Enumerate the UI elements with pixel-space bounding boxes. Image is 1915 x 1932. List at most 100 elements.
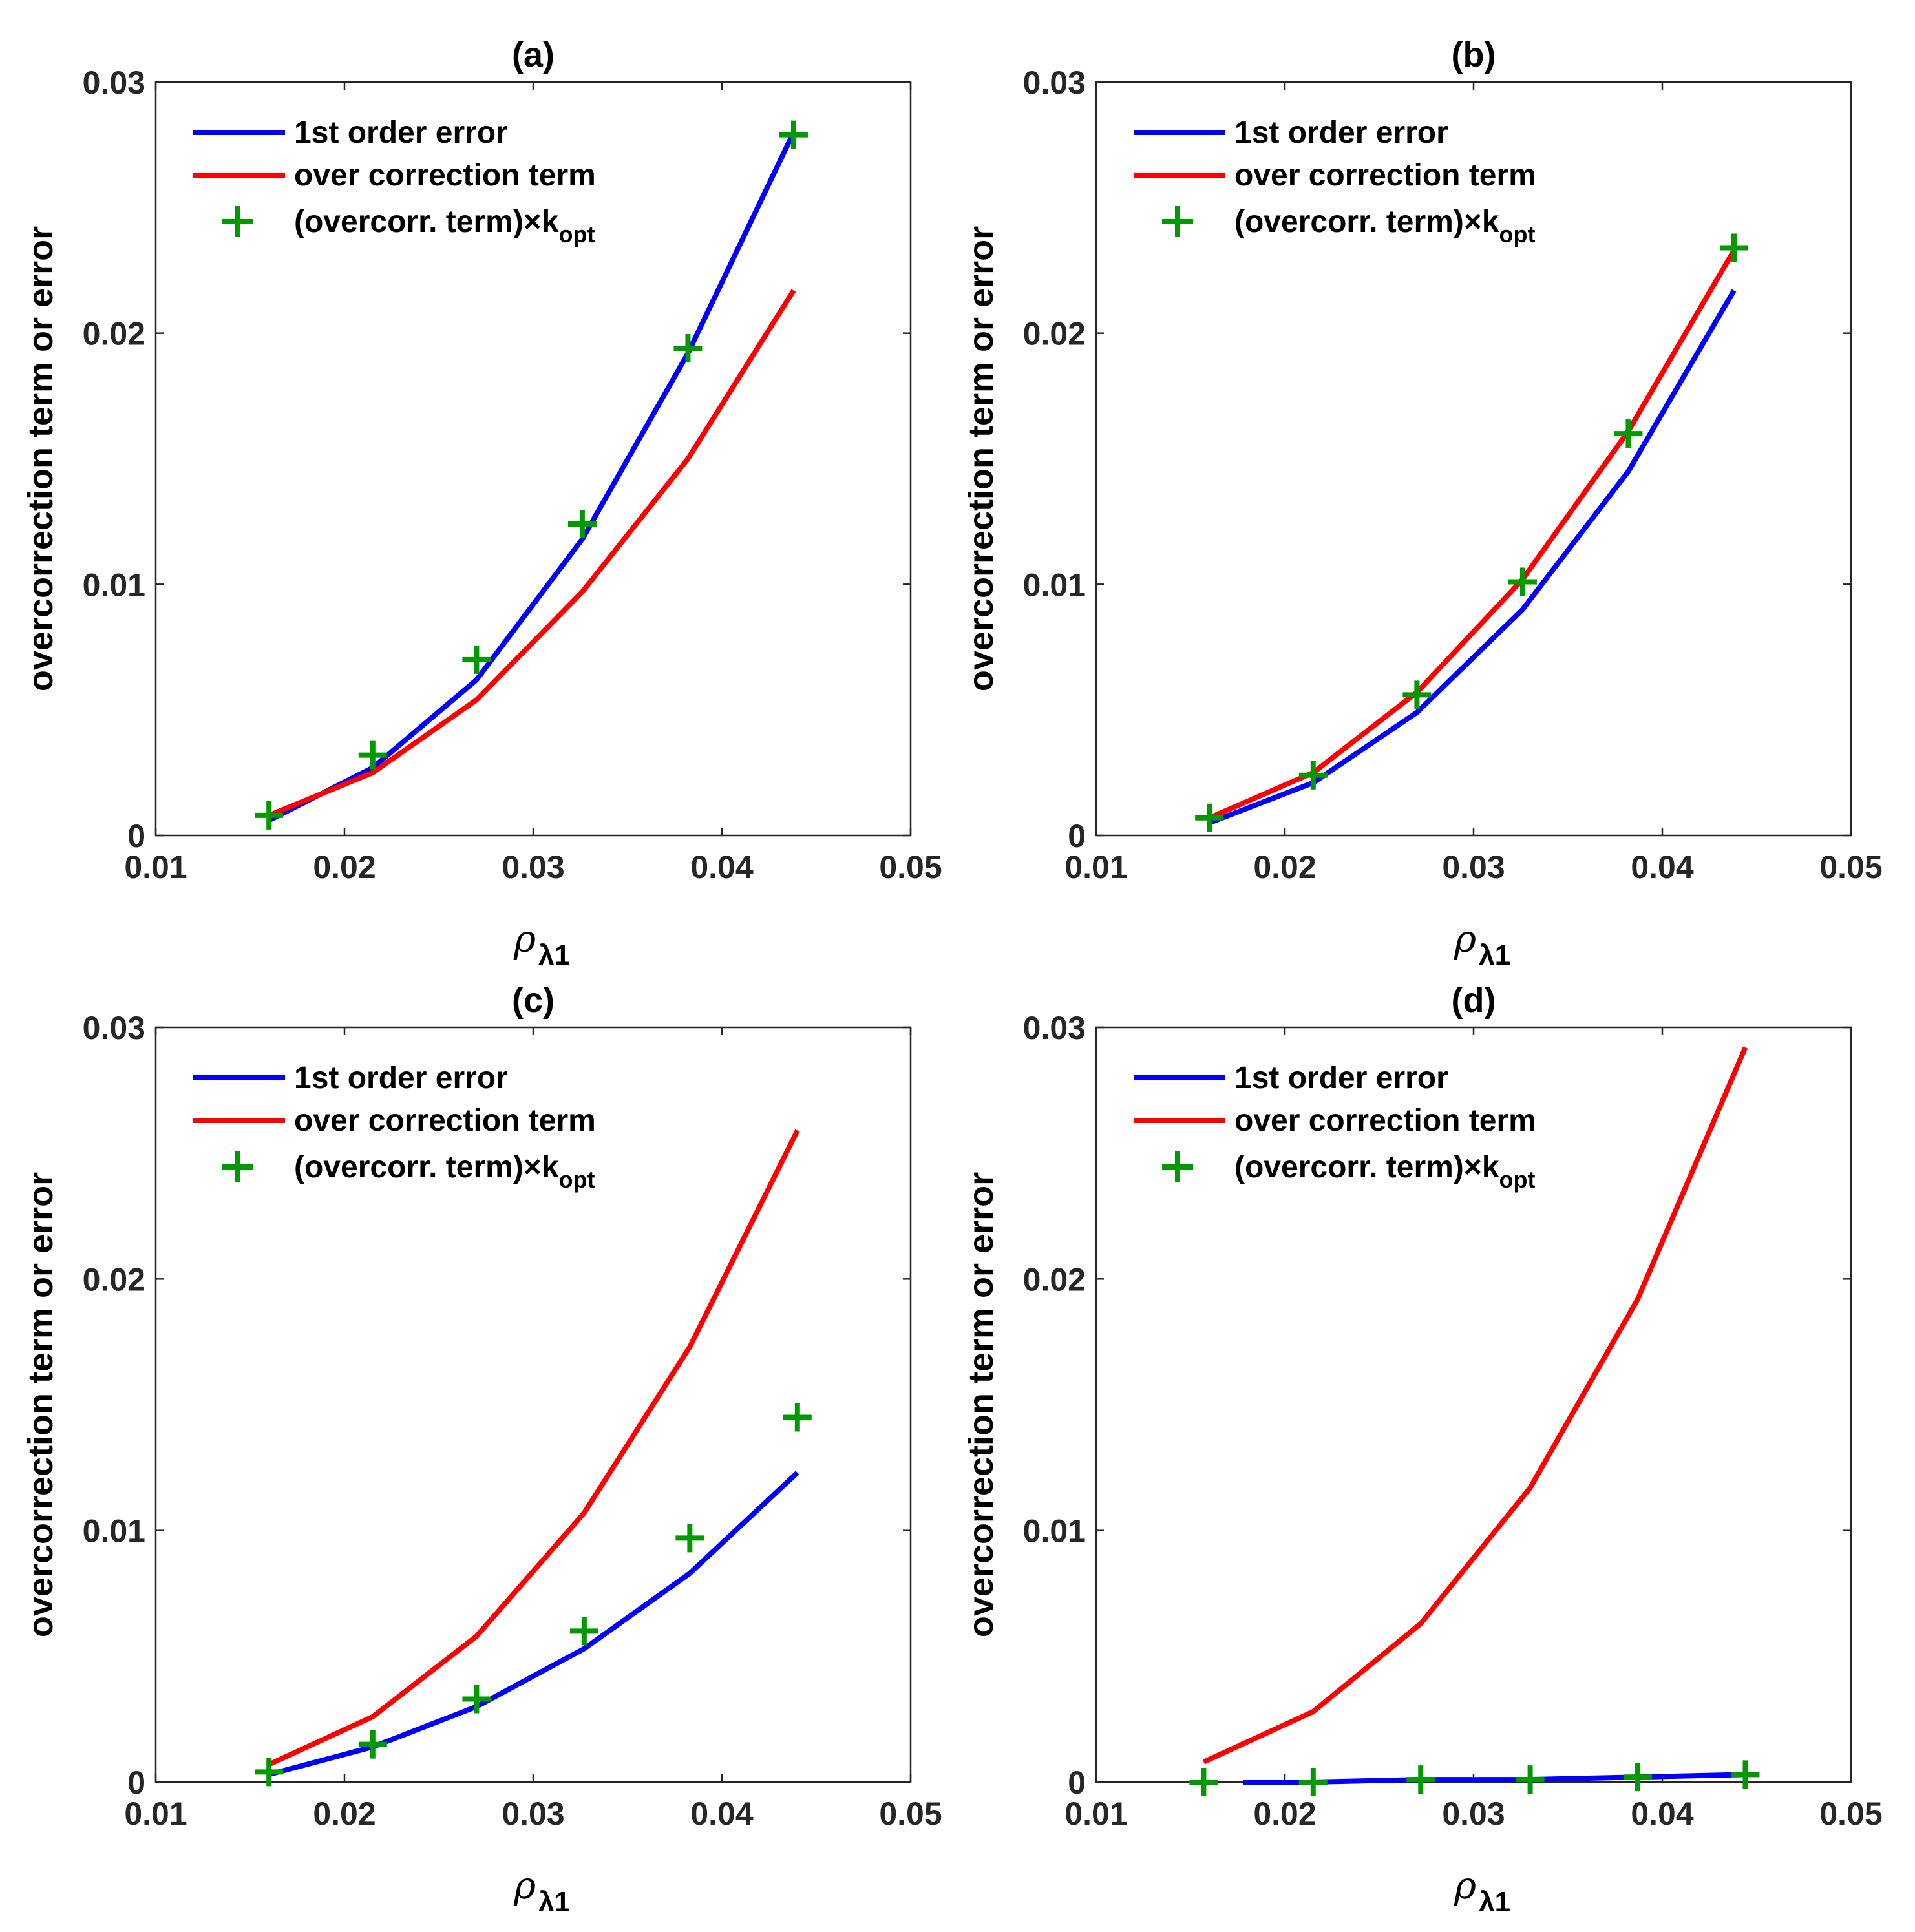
legend-label-text: 1st order error (294, 1061, 508, 1095)
panel-d: 0.01 0.02 0.03 0.04 0.0500.010.020.03(d)over… (962, 981, 1883, 1918)
x-tick-label: 0.05 (879, 1796, 942, 1832)
legend-label-text: 1st order error (1234, 116, 1448, 150)
x-tick-label: 0.02 (313, 1796, 376, 1832)
data-point-plus (779, 120, 808, 149)
legend-label: over correction term (1234, 1104, 1536, 1138)
x-tick-label: 0.02 (1253, 849, 1316, 885)
series-line-1 (1208, 249, 1737, 821)
data-point-plus (358, 1730, 387, 1759)
legend-label-text: (overcorr. term)×k (294, 205, 559, 239)
legend-label-text: (overcorr. term)×k (294, 1150, 559, 1184)
x-axis-label: ρλ1 (1454, 917, 1510, 971)
legend-label: 1st order error (1234, 1061, 1448, 1095)
x-axis-label-main: ρ (1454, 1864, 1476, 1907)
legend: 1st order error over correction term (over… (1134, 1061, 1536, 1193)
x-axis-label-subscript: λ1 (1479, 940, 1510, 971)
legend-label: over correction term (294, 1104, 596, 1138)
series-line-1 (268, 289, 796, 818)
axes-box (154, 81, 912, 837)
legend-label-text: 1st order error (1234, 1061, 1448, 1095)
data-point-plus (1516, 1765, 1545, 1794)
data-point-plus (675, 1524, 704, 1553)
x-tick-label: 0.03 (502, 1796, 564, 1832)
legend: 1st order error over correction term (over… (1134, 116, 1536, 247)
y-tick-label: 0.03 (1023, 1010, 1086, 1046)
y-tick-label: 0.01 (1023, 567, 1086, 603)
x-tick-label: 0.04 (690, 1796, 754, 1832)
y-tick-label: 0.02 (83, 1261, 145, 1297)
legend-label: 1st order error (294, 116, 508, 150)
y-tick-label: 0.03 (83, 1010, 145, 1046)
data-point-plus (462, 645, 491, 674)
legend-label: 1st order error (294, 1061, 508, 1095)
x-axis-label-subscript: λ1 (538, 940, 570, 971)
x-tick-label: 0.03 (502, 849, 564, 885)
y-tick-label: 0.01 (83, 1513, 145, 1549)
legend-label: over correction term (1234, 158, 1536, 193)
axes-box (1095, 1026, 1852, 1783)
y-tick-label: 0.01 (1023, 1513, 1086, 1549)
data-point-plus (1406, 1765, 1435, 1794)
data-point-plus (1508, 567, 1537, 596)
series-line-1 (1202, 1046, 1748, 1765)
x-axis-label-subscript: λ1 (1479, 1886, 1510, 1918)
x-tick-label: 0.05 (1819, 849, 1882, 885)
data-point-plus (569, 1617, 598, 1646)
legend: 1st order error over correction term (over… (193, 1061, 596, 1193)
legend-label-text: over correction term (1234, 1104, 1536, 1138)
x-tick-label: 0.05 (879, 849, 942, 885)
x-axis-label: ρλ1 (513, 1864, 570, 1918)
legend-label-text: (overcorr. term)×k (1234, 1150, 1499, 1184)
y-tick-label: 0.03 (1023, 65, 1086, 101)
panel-title: (b) (1452, 36, 1496, 74)
x-axis-label-main: ρ (513, 1864, 536, 1907)
y-tick-label: 0.02 (83, 316, 145, 352)
y-axis-label: overcorrection term or error (21, 1172, 60, 1637)
x-axis-label: ρλ1 (1454, 1864, 1510, 1918)
legend-label-text: over correction term (294, 1104, 596, 1138)
legend-label-text: over correction term (294, 158, 596, 193)
series-line-1 (268, 1129, 800, 1767)
x-axis-label-subscript: λ1 (538, 1886, 570, 1918)
panel-a: 0.01 0.02 0.03 0.04 0.0500.010.020.03(a)over… (21, 36, 942, 971)
x-tick-label: 0.05 (1819, 1796, 1882, 1832)
data-point-plus (255, 801, 284, 830)
data-point-plus (462, 1685, 491, 1714)
panel-title: (a) (512, 36, 555, 74)
series-line-0 (268, 1471, 799, 1778)
x-tick-label: 0.01 (1064, 849, 1127, 885)
data-point-plus (1298, 761, 1328, 790)
data-point-plus (673, 333, 703, 362)
y-tick-label: 0.02 (1023, 316, 1086, 352)
legend-label: (overcorr. term)×kopt (1234, 205, 1536, 247)
x-axis-label-main: ρ (513, 917, 536, 961)
y-axis-label: overcorrection term or error (962, 226, 1000, 691)
legend: 1st order error over correction term (over… (193, 116, 596, 247)
data-point-plus (1624, 1763, 1653, 1792)
legend-label: (overcorr. term)×kopt (1234, 1150, 1536, 1193)
panel-title: (d) (1452, 981, 1496, 1020)
legend-label-text: over correction term (1234, 158, 1536, 193)
data-point-plus (1731, 1760, 1760, 1789)
legend-label-subscript: opt (559, 1166, 595, 1193)
panel-b: 0.01 0.02 0.03 0.04 0.0500.010.020.03(b)over… (962, 36, 1883, 971)
legend-label-subscript: opt (559, 221, 595, 247)
x-tick-label: 0.01 (1064, 1796, 1127, 1832)
x-tick-label: 0.01 (124, 1796, 187, 1832)
y-tick-label: 0 (1068, 818, 1086, 854)
data-point-plus (1719, 233, 1748, 262)
y-axis-label: overcorrection term or error (962, 1172, 1000, 1637)
data-point-plus (567, 510, 597, 539)
legend-label-text: 1st order error (294, 116, 508, 150)
x-tick-label: 0.03 (1442, 1796, 1505, 1832)
legend-label: (overcorr. term)×kopt (294, 1150, 595, 1193)
y-tick-label: 0 (1068, 1765, 1086, 1801)
x-axis-label-main: ρ (1454, 917, 1476, 961)
x-tick-label: 0.04 (1631, 1796, 1694, 1832)
legend-label-subscript: opt (1499, 221, 1536, 247)
x-tick-label: 0.02 (1253, 1796, 1316, 1832)
x-tick-label: 0.03 (1442, 849, 1505, 885)
panel-c: 0.01 0.02 0.03 0.04 0.0500.010.020.03(c)over… (21, 981, 942, 1918)
x-tick-label: 0.04 (690, 849, 754, 885)
